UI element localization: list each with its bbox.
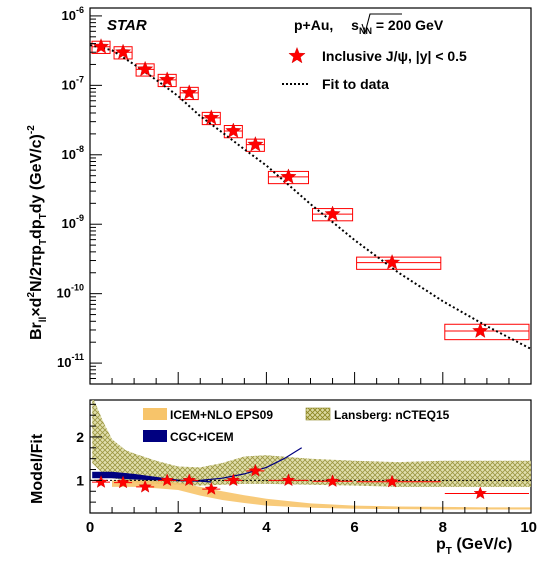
ratio-point-star [160,473,174,487]
model-band-layer [92,400,531,510]
legend-label-lansberg: Lansberg: nCTEQ15 [334,408,450,422]
x-tick-label: 8 [439,519,447,536]
y-tick-label: 1 [76,472,84,488]
ratio-point-star [204,482,218,495]
y-tick-label: 10-8 [62,144,84,162]
ratio-point-star [116,475,130,489]
data-point-layer [92,38,489,338]
legend-label-fit: Fit to data [322,76,389,92]
bottom-y-axis-ticks: 12 [76,403,102,503]
sys-error-box [356,256,442,270]
data-point-star [324,205,341,222]
top-legend: Inclusive J/ψ, |y| < 0.5 Fit to data [282,46,467,92]
ratio-point-star [138,479,152,493]
systematic-error-boxes [91,40,530,341]
y-tick-label: 10-7 [62,74,84,92]
legend-label-icem: ICEM+NLO EPS09 [170,408,273,422]
model-band [112,480,531,510]
top-x-axis-ticks [89,372,532,384]
sys-error-box [444,323,530,341]
ratio-point-star [281,473,296,487]
ratio-point-star [473,486,487,500]
top-plot-frame [89,7,532,385]
y-tick-label: 10-6 [62,5,84,23]
ratio-point-star [182,473,196,487]
bottom-y-axis-label: Model/Fit [29,433,46,504]
data-point-star [136,60,154,77]
top-y-axis-label: Brll×d2N/2πpTdpTdy (GeV/c)-2 [26,125,49,340]
ratio-point-star [325,474,340,487]
data-point-star [114,43,132,60]
experiment-label: STAR [107,17,147,34]
ratio-point-star [226,473,241,487]
legend-star-marker [288,46,306,64]
legend-swatch-icem [143,408,167,420]
data-point-star [472,322,489,338]
y-tick-label: 10-10 [57,283,84,301]
data-point-star [92,38,110,54]
data-point-star [280,168,297,184]
data-point-star [383,254,401,270]
model-band [92,471,212,483]
y-tick-label: 2 [76,429,84,445]
legend-label-cgc: CGC+ICEM [170,430,234,444]
top-y-axis-ticks: 10-6 10-7 10-8 10-9 10-10 10-11 [57,5,102,385]
data-point-star [159,71,176,87]
fit-curve-layer [89,44,532,350]
x-tick-label: 4 [262,519,271,536]
x-tick-label: 2 [174,519,182,536]
legend-swatch-lansberg [305,407,331,421]
sqrt-symbol [361,13,402,35]
x-axis-label: pT (GeV/c) [436,536,512,557]
y-tick-label: 10-11 [57,352,84,370]
x-tick-label: 10 [520,519,537,536]
fit-curve [89,44,532,350]
data-point-star [203,109,220,125]
ratio-point-star [385,474,399,488]
ratio-data-layer [92,463,529,500]
model-band [92,400,531,487]
x-tick-label: 6 [350,519,358,536]
y-tick-label: 10-9 [62,213,84,231]
bottom-legend: ICEM+NLO EPS09 CGC+ICEM Lansberg: nCTEQ1… [143,407,450,444]
x-tick-label: 0 [86,519,94,536]
data-point-star [247,136,264,152]
data-point-star [181,84,198,100]
data-point-star [225,122,242,138]
bottom-x-axis-ticks: 0 2 4 6 8 10 [86,501,537,536]
legend-label-inclusive-jpsi: Inclusive J/ψ, |y| < 0.5 [322,48,467,64]
legend-swatch-cgc [143,430,167,442]
ratio-point-star [248,463,263,477]
